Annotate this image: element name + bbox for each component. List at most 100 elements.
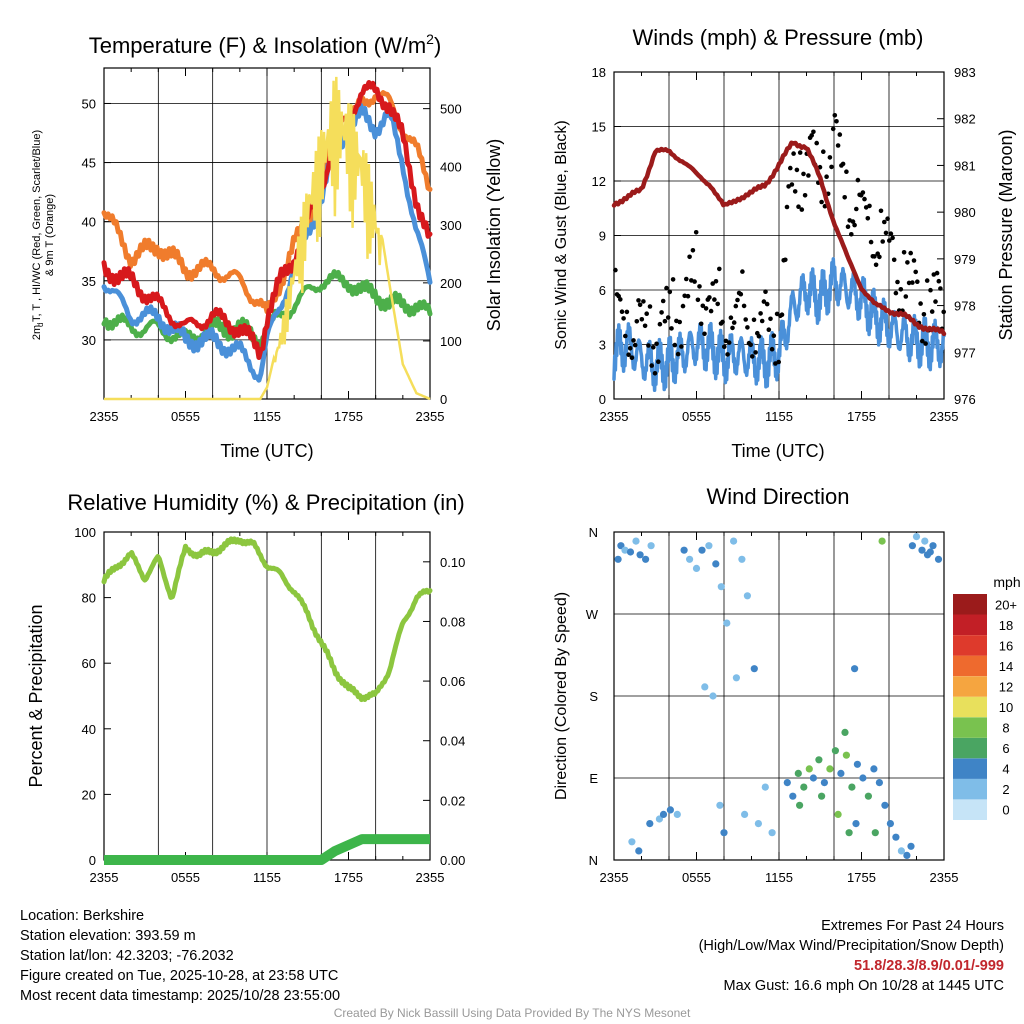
gust-point <box>717 266 722 272</box>
humidity-y2-tick-label: 0.10 <box>440 555 465 570</box>
gust-point <box>918 301 923 306</box>
gust-point <box>690 248 696 253</box>
gust-point <box>647 304 653 309</box>
gust-point <box>759 318 765 324</box>
gust-point <box>677 319 682 325</box>
direction-point <box>912 533 921 541</box>
gust-point <box>865 216 871 221</box>
wind-y-tick-label: 12 <box>592 174 606 189</box>
gust-point <box>707 295 712 300</box>
direction-point <box>907 842 915 850</box>
wind-x-label: Time (UTC) <box>731 441 824 461</box>
direction-point <box>842 751 851 759</box>
legend-color-box <box>953 614 987 635</box>
direction-left-label: Direction (Colored By Speed) <box>553 592 570 800</box>
humidity-y-tick-label: 40 <box>82 722 96 737</box>
gust-point <box>829 164 834 170</box>
gust-point <box>913 269 918 275</box>
gust-point <box>862 196 867 202</box>
gust-point <box>791 151 796 156</box>
gust-point <box>687 254 692 260</box>
direction-point <box>635 847 643 855</box>
gust-point <box>634 319 640 324</box>
direction-point <box>859 774 867 782</box>
gust-point <box>890 235 895 241</box>
gust-point <box>713 279 719 284</box>
direction-point <box>897 847 906 855</box>
legend-label: 20+ <box>995 597 1017 612</box>
gust-point <box>726 340 732 345</box>
wind-y-tick-label: 9 <box>599 229 606 244</box>
gust-point <box>710 281 715 286</box>
direction-y-tick-label: N <box>589 525 598 540</box>
gust-point <box>845 224 851 229</box>
legend-color-box <box>953 676 987 697</box>
temperature-y2-tick-label: 500 <box>440 102 462 117</box>
gust-point <box>906 280 912 286</box>
wind-y2-tick-label: 980 <box>954 205 976 220</box>
legend-label: 8 <box>1002 721 1009 736</box>
gust-point <box>623 333 628 339</box>
gust-point <box>868 239 874 245</box>
gust-point <box>731 320 737 325</box>
legend-color-box <box>953 696 987 718</box>
gust-point <box>796 204 801 209</box>
gust-point <box>898 287 904 292</box>
direction-point <box>886 820 895 828</box>
legend-label: 16 <box>999 638 1013 653</box>
gust-point <box>764 301 770 307</box>
temperature-x-tick-label: 0555 <box>171 409 200 424</box>
humidity-title: Relative Humidity (%) & Precipitation (i… <box>67 490 464 515</box>
legend-label: 0 <box>1002 803 1009 818</box>
direction-point <box>918 546 926 554</box>
gust-point <box>850 219 856 224</box>
gust-point <box>832 113 838 118</box>
direction-point <box>818 792 826 800</box>
gust-point <box>735 297 740 303</box>
humidity-y2-tick-label: 0.06 <box>440 674 465 689</box>
gust-point <box>660 298 666 304</box>
gust-point <box>685 293 691 299</box>
temperature-2m-line <box>101 80 433 360</box>
gust-point <box>915 279 920 285</box>
location-text: Location: Berkshire <box>20 908 145 924</box>
gust-point <box>835 143 841 148</box>
wind-y-tick-label: 15 <box>592 120 606 135</box>
wind-y2-tick-label: 978 <box>954 299 976 314</box>
direction-point <box>864 792 873 800</box>
gust-point <box>934 270 940 276</box>
wind-y-tick-label: 18 <box>592 65 606 80</box>
direction-point <box>626 548 635 556</box>
temperature-x-label: Time (UTC) <box>220 441 313 461</box>
temperature-y2-tick-label: 400 <box>440 160 462 175</box>
legend-color-box <box>953 778 987 800</box>
gust-point <box>730 325 735 331</box>
wind-x-tick-label: 2355 <box>600 409 629 424</box>
gust-point <box>646 343 651 348</box>
gust-point <box>720 319 725 325</box>
humidity-y-tick-label: 100 <box>74 525 96 540</box>
wind-y-tick-label: 0 <box>599 392 606 407</box>
gust-point <box>844 169 849 174</box>
max-gust-text: Max Gust: 16.6 mph On 10/28 at 1445 UTC <box>723 978 1004 994</box>
gust-point <box>895 279 900 285</box>
gust-point <box>642 323 648 329</box>
gust-point <box>728 315 734 321</box>
legend-color-box <box>953 717 987 738</box>
direction-point <box>845 829 853 837</box>
temperature-left-label-subscript: d <box>36 323 45 327</box>
gust-point <box>776 359 781 365</box>
gust-point <box>745 325 750 330</box>
extremes-info: Extremes For Past 24 Hours (High/Low/Max… <box>699 916 1004 996</box>
humidity-y2-tick-label: 0.08 <box>440 614 465 629</box>
direction-x-tick-label: 1155 <box>765 870 793 885</box>
gust-point <box>887 238 892 243</box>
wind-x-tick-label: 1155 <box>765 409 793 424</box>
gust-point <box>627 346 633 351</box>
gust-point <box>849 232 854 237</box>
humidity-y-tick-label: 60 <box>82 656 96 671</box>
direction-y-tick-label: S <box>589 689 598 704</box>
gust-point <box>819 199 824 205</box>
direction-point <box>698 546 706 554</box>
